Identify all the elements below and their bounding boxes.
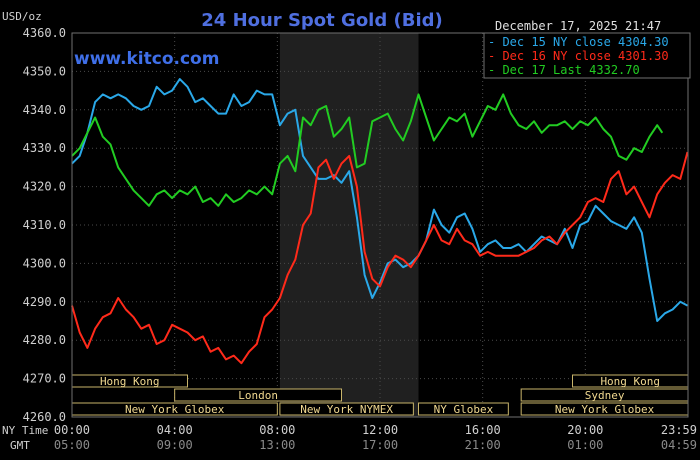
y-tick-label: 4310.0	[23, 218, 66, 232]
session-label: NY Globex	[434, 403, 494, 416]
ny-time-row-label: NY Time	[2, 424, 48, 437]
x-tick-label-gmt: 09:00	[157, 438, 193, 452]
legend-box	[483, 32, 691, 79]
series-lines	[71, 78, 689, 365]
x-tick-label-gmt: 04:59	[661, 438, 697, 452]
x-tick-label-ny: 00:00	[54, 423, 90, 437]
x-tick-label-ny: 16:00	[465, 423, 501, 437]
y-tick-label: 4350.0	[23, 64, 66, 78]
y-tick-label: 4290.0	[23, 295, 66, 309]
brand-label: www.kitco.com	[74, 49, 219, 69]
x-tick-label-ny: 08:00	[259, 423, 295, 437]
y-axis-ticks: 4360.0 4350.0 4340.0 4330.0 4320.0 4310.0 4300…	[23, 26, 66, 424]
y-axis-label: USD/oz	[2, 10, 42, 23]
session-box	[418, 402, 509, 416]
y-tick-label: 4340.0	[23, 103, 66, 117]
x-tick-label-gmt: 05:00	[54, 438, 90, 452]
x-tick-label-ny: 20:00	[567, 423, 603, 437]
x-tick-label-gmt: 01:00	[567, 438, 603, 452]
y-tick-label: 4330.0	[23, 141, 66, 155]
y-tick-label: 4320.0	[23, 180, 66, 194]
series-line	[71, 93, 664, 207]
session-label: New York NYMEX	[300, 403, 393, 416]
legend: - Dec 15 NY close 4304.30- Dec 16 NY clo…	[488, 35, 669, 77]
session-label: New York Globex	[125, 403, 225, 416]
session-box	[279, 402, 414, 416]
session-label: London	[238, 389, 278, 402]
y-tick-label: 4300.0	[23, 256, 66, 270]
legend-entry: - Dec 17 Last 4332.70	[488, 63, 640, 77]
y-tick-label: 4270.0	[23, 372, 66, 386]
session-label: Hong Kong	[100, 375, 160, 388]
x-tick-label-ny: 12:00	[362, 423, 398, 437]
x-tick-label-gmt: 13:00	[259, 438, 295, 452]
x-tick-label-gmt: 17:00	[362, 438, 398, 452]
legend-entry: - Dec 15 NY close 4304.30	[488, 35, 669, 49]
session-label: Sydney	[585, 389, 625, 402]
y-tick-label: 4360.0	[23, 26, 66, 40]
session-box	[174, 388, 342, 402]
series-line	[71, 151, 689, 365]
x-tick-label-gmt: 21:00	[465, 438, 501, 452]
y-tick-label: 4280.0	[23, 333, 66, 347]
y-tick-label: 4260.0	[23, 410, 66, 424]
x-tick-label-ny: 23:59	[661, 423, 697, 437]
chart-datetime: December 17, 2025 21:47	[495, 19, 661, 33]
plot-border	[71, 32, 689, 418]
gmt-row-label: GMT	[10, 439, 30, 452]
x-tick-label-ny: 04:00	[157, 423, 193, 437]
session-label: Hong Kong	[600, 375, 660, 388]
chart-title: 24 Hour Spot Gold (Bid)	[201, 10, 442, 31]
legend-entry: - Dec 16 NY close 4301.30	[488, 49, 669, 63]
session-label: New York Globex	[555, 403, 655, 416]
series-line	[71, 78, 688, 322]
